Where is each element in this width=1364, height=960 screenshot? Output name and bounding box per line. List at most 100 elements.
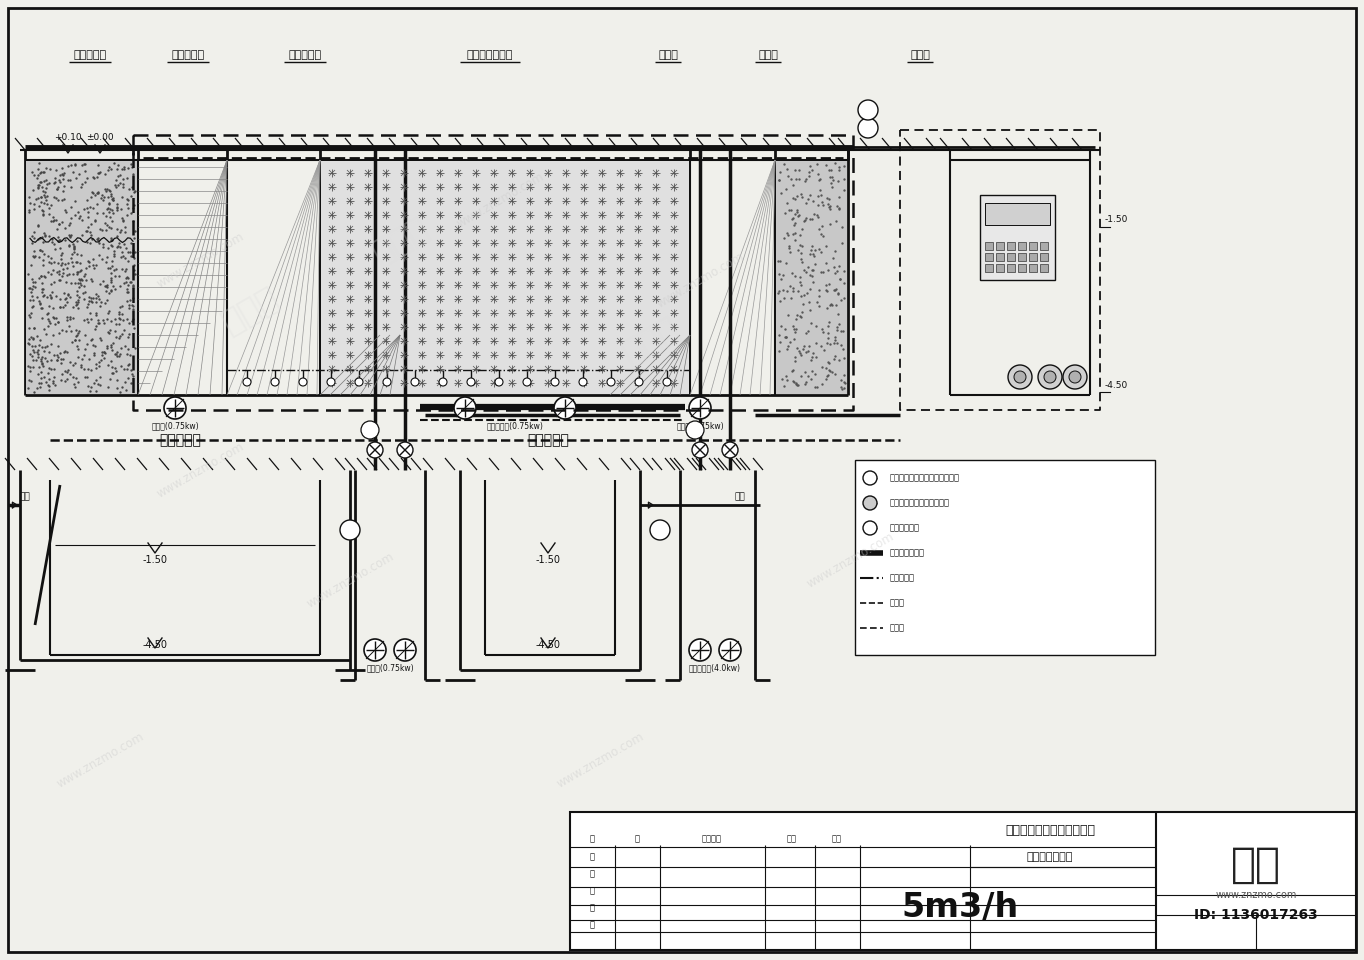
Circle shape (466, 378, 475, 386)
Text: 污水提升泵（模拟量信号）: 污水提升泵（模拟量信号） (889, 498, 949, 508)
Text: -4.50: -4.50 (536, 640, 561, 650)
Text: 准: 准 (634, 834, 640, 844)
Text: ID: 1136017263: ID: 1136017263 (1194, 908, 1318, 922)
Text: -4.50: -4.50 (1105, 380, 1128, 390)
Text: 水解酸化池: 水解酸化池 (288, 50, 322, 60)
Text: 标: 标 (589, 852, 595, 861)
Bar (570, 812, 1356, 950)
Circle shape (719, 639, 741, 661)
Circle shape (689, 639, 711, 661)
Circle shape (858, 100, 878, 120)
Text: www.znzmo.com: www.znzmo.com (304, 550, 396, 611)
Text: 制: 制 (589, 921, 595, 929)
Text: 超细格栅过滤机（开关量信号）: 超细格栅过滤机（开关量信号） (889, 473, 960, 483)
Text: 版次: 版次 (787, 834, 797, 844)
Text: 图纸编号: 图纸编号 (702, 834, 722, 844)
Bar (1039, 242, 1048, 250)
Bar (1018, 242, 1026, 250)
Bar (26, 161, 136, 394)
Text: 曝气循环泵(0.75kw): 曝气循环泵(0.75kw) (487, 421, 543, 430)
Circle shape (858, 118, 878, 138)
Text: P: P (368, 427, 372, 433)
Circle shape (454, 397, 476, 419)
Text: 生物接触氧化池: 生物接触氧化池 (466, 50, 513, 60)
Text: -4.50: -4.50 (142, 640, 168, 650)
Circle shape (551, 378, 559, 386)
Circle shape (411, 378, 419, 386)
Bar (979, 195, 1054, 280)
Circle shape (361, 421, 379, 439)
Bar (321, 161, 689, 394)
Text: ±0.00: ±0.00 (86, 132, 113, 141)
Text: ⑦: ⑦ (656, 525, 664, 535)
Circle shape (863, 471, 877, 485)
Text: -1.50: -1.50 (142, 555, 168, 565)
Text: 校: 校 (589, 886, 595, 896)
Text: www.znzmo.com: www.znzmo.com (55, 730, 146, 790)
Bar (776, 161, 847, 394)
Circle shape (340, 520, 360, 540)
Text: 知末网: 知末网 (216, 280, 284, 339)
Bar (1039, 264, 1048, 272)
Text: ③: ③ (866, 523, 874, 533)
Text: www.znzmo.com: www.znzmo.com (1215, 890, 1297, 900)
Text: 进水: 进水 (19, 492, 30, 501)
Circle shape (383, 378, 391, 386)
Circle shape (522, 378, 531, 386)
Circle shape (394, 639, 416, 661)
Text: www.znzmo.com: www.znzmo.com (154, 229, 246, 290)
Circle shape (299, 378, 307, 386)
Text: 风机房: 风机房 (910, 50, 930, 60)
Text: 审: 审 (589, 870, 595, 878)
Circle shape (651, 520, 670, 540)
Circle shape (327, 378, 336, 386)
Circle shape (164, 397, 186, 419)
Circle shape (367, 442, 383, 458)
Bar (996, 253, 1004, 261)
Bar (996, 242, 1004, 250)
Bar (1039, 253, 1048, 261)
Circle shape (439, 378, 447, 386)
Bar (1018, 253, 1026, 261)
Text: 提升泵(0.75kw): 提升泵(0.75kw) (366, 663, 413, 673)
Text: +0.10: +0.10 (55, 132, 82, 141)
Bar (985, 242, 993, 250)
Circle shape (397, 442, 413, 458)
Text: 污泥管: 污泥管 (889, 598, 904, 608)
Circle shape (863, 496, 877, 510)
Text: 出水: 出水 (735, 492, 745, 501)
Circle shape (1043, 371, 1056, 383)
Text: 知末: 知末 (1230, 844, 1281, 886)
Circle shape (1013, 371, 1026, 383)
Bar (1028, 242, 1037, 250)
Text: ①: ① (866, 473, 874, 483)
Text: 模拟压力液位: 模拟压力液位 (889, 523, 919, 533)
Circle shape (554, 397, 576, 419)
Text: www.znzmo.com: www.znzmo.com (554, 730, 647, 790)
Text: 全自动一体化污水处理系统: 全自动一体化污水处理系统 (1005, 824, 1095, 836)
Circle shape (722, 442, 738, 458)
Text: 知末网: 知末网 (366, 210, 434, 270)
Bar (1007, 253, 1015, 261)
Circle shape (355, 378, 363, 386)
Text: Y: Y (866, 106, 870, 114)
Circle shape (692, 442, 708, 458)
Circle shape (364, 639, 386, 661)
Circle shape (1008, 365, 1033, 389)
Circle shape (689, 397, 711, 419)
Bar (1018, 264, 1026, 272)
Text: -1.50: -1.50 (536, 555, 561, 565)
Text: 提升清水泵(4.0kw): 提升清水泵(4.0kw) (689, 663, 741, 673)
Text: www.znzmo.com: www.znzmo.com (454, 170, 546, 230)
Text: www.znzmo.com: www.znzmo.com (154, 440, 246, 500)
Bar (1028, 253, 1037, 261)
Text: 空气曝气管: 空气曝气管 (889, 573, 915, 583)
Bar (985, 264, 993, 272)
Text: 污泥泵(0.75kw): 污泥泵(0.75kw) (677, 421, 724, 430)
Text: www.znzmo.com: www.znzmo.com (803, 530, 896, 590)
Text: 工艺流程示意图: 工艺流程示意图 (1027, 852, 1073, 862)
Circle shape (578, 378, 587, 386)
Circle shape (663, 378, 671, 386)
Circle shape (495, 378, 503, 386)
Bar (855, 460, 1155, 655)
